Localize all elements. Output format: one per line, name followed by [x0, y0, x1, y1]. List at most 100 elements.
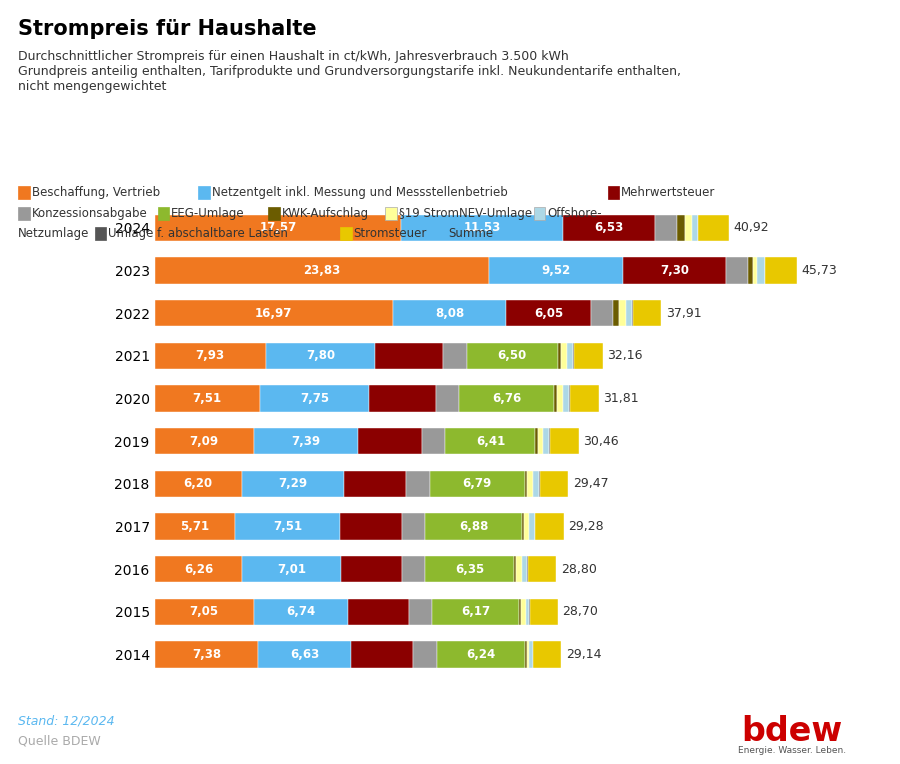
- Bar: [344, 471, 406, 497]
- Bar: [429, 471, 525, 497]
- Text: 7,01: 7,01: [277, 563, 306, 576]
- Bar: [393, 300, 507, 326]
- Bar: [466, 342, 558, 369]
- Text: 6,63: 6,63: [290, 648, 320, 661]
- Bar: [549, 428, 550, 455]
- Bar: [536, 513, 564, 540]
- Bar: [655, 215, 677, 241]
- Bar: [254, 599, 348, 625]
- Text: 16,97: 16,97: [255, 306, 292, 319]
- Text: 5,71: 5,71: [180, 520, 209, 533]
- Text: bdew: bdew: [742, 715, 842, 749]
- Text: 6,74: 6,74: [286, 605, 316, 618]
- Text: 7,29: 7,29: [278, 478, 308, 490]
- Bar: [534, 206, 545, 220]
- Bar: [402, 513, 426, 540]
- Bar: [526, 599, 529, 625]
- Text: 6,88: 6,88: [459, 520, 489, 533]
- Text: EEG-Umlage: EEG-Umlage: [171, 206, 245, 220]
- Bar: [155, 599, 254, 625]
- Bar: [766, 257, 796, 283]
- Bar: [524, 513, 529, 540]
- Text: 6,35: 6,35: [455, 563, 484, 576]
- Bar: [385, 206, 397, 220]
- Text: Durchschnittlicher Strompreis für einen Haushalt in ct/kWh, Jahresverbrauch 3.50: Durchschnittlicher Strompreis für einen …: [18, 50, 681, 92]
- Bar: [254, 428, 358, 455]
- Text: Netzentgelt inkl. Messung und Messstellenbetrieb: Netzentgelt inkl. Messung und Messstelle…: [212, 186, 508, 199]
- Bar: [268, 206, 280, 220]
- Bar: [567, 342, 573, 369]
- Bar: [436, 385, 459, 412]
- Text: Strompreis für Haushalte: Strompreis für Haushalte: [18, 19, 317, 39]
- Text: 6,41: 6,41: [476, 435, 505, 448]
- Text: Netzumlage: Netzumlage: [18, 227, 89, 241]
- Text: 17,57: 17,57: [259, 222, 296, 235]
- Bar: [563, 385, 569, 412]
- Bar: [94, 227, 106, 240]
- Bar: [529, 642, 533, 668]
- Bar: [351, 642, 413, 668]
- Bar: [692, 215, 698, 241]
- Text: Mehrwertsteuer: Mehrwertsteuer: [621, 186, 716, 199]
- Bar: [538, 471, 540, 497]
- Bar: [358, 428, 422, 455]
- Bar: [533, 642, 562, 668]
- Text: 9,52: 9,52: [542, 264, 571, 277]
- Text: 6,50: 6,50: [498, 349, 526, 362]
- Bar: [563, 215, 655, 241]
- Bar: [241, 471, 344, 497]
- Bar: [533, 471, 538, 497]
- Bar: [235, 513, 340, 540]
- Bar: [527, 471, 533, 497]
- Bar: [574, 342, 603, 369]
- Bar: [432, 599, 518, 625]
- Bar: [753, 257, 757, 283]
- Text: 6,17: 6,17: [461, 605, 490, 618]
- Text: 7,51: 7,51: [273, 520, 302, 533]
- Bar: [158, 206, 169, 220]
- Text: 6,76: 6,76: [492, 392, 521, 405]
- Text: 11,53: 11,53: [464, 222, 501, 235]
- Text: 8,08: 8,08: [435, 306, 464, 319]
- Text: 7,80: 7,80: [306, 349, 336, 362]
- Text: Energie. Wasser. Leben.: Energie. Wasser. Leben.: [738, 746, 846, 755]
- Bar: [518, 599, 521, 625]
- Text: Stromsteuer: Stromsteuer: [354, 227, 427, 241]
- Text: Quelle BDEW: Quelle BDEW: [18, 735, 101, 748]
- Bar: [437, 642, 525, 668]
- Text: 7,93: 7,93: [195, 349, 225, 362]
- Bar: [591, 300, 614, 326]
- Text: 7,30: 7,30: [660, 264, 688, 277]
- Bar: [18, 186, 30, 199]
- Bar: [614, 300, 618, 326]
- Text: 23,83: 23,83: [303, 264, 340, 277]
- Text: 29,14: 29,14: [566, 648, 601, 661]
- Text: 37,91: 37,91: [666, 306, 701, 319]
- Bar: [557, 385, 563, 412]
- Bar: [341, 556, 401, 582]
- Bar: [514, 556, 517, 582]
- Bar: [155, 342, 266, 369]
- Bar: [401, 556, 425, 582]
- Bar: [521, 599, 526, 625]
- Bar: [375, 342, 444, 369]
- Bar: [529, 513, 535, 540]
- Bar: [155, 556, 242, 582]
- Bar: [490, 257, 623, 283]
- Bar: [677, 215, 685, 241]
- Text: KWK-Aufschlag: KWK-Aufschlag: [282, 206, 369, 220]
- Text: 32,16: 32,16: [608, 349, 643, 362]
- Text: 29,28: 29,28: [569, 520, 604, 533]
- Bar: [155, 257, 490, 283]
- Text: 6,26: 6,26: [184, 563, 213, 576]
- Bar: [608, 186, 619, 199]
- Text: Summe: Summe: [448, 227, 493, 241]
- Bar: [562, 342, 567, 369]
- Bar: [536, 428, 538, 455]
- Bar: [685, 215, 692, 241]
- Bar: [401, 215, 563, 241]
- Text: 7,75: 7,75: [300, 392, 329, 405]
- Text: 28,70: 28,70: [562, 605, 598, 618]
- Text: 31,81: 31,81: [603, 392, 639, 405]
- Bar: [409, 599, 432, 625]
